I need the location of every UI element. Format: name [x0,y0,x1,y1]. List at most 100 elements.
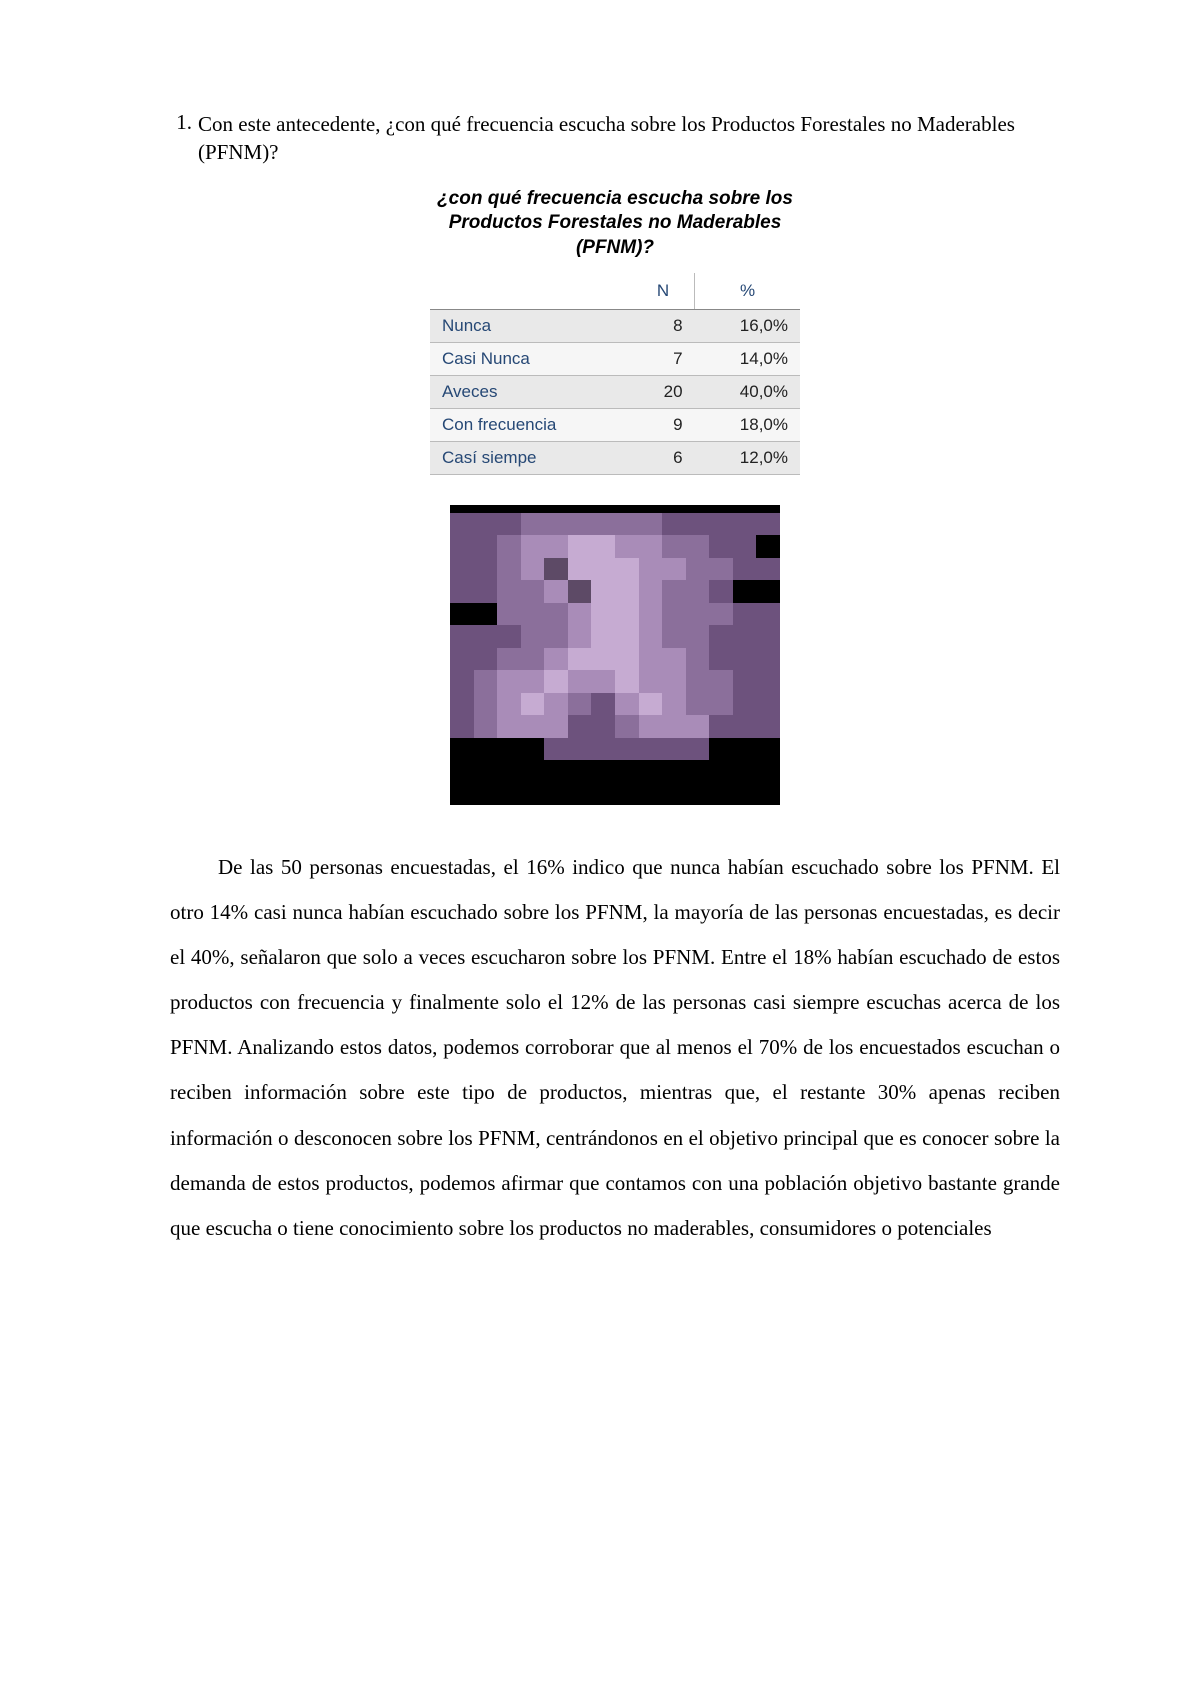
pixel [639,738,663,761]
pie-chart-image [450,505,780,805]
pixel [474,580,498,603]
question-block: 1. Con este antecedente, ¿con qué frecue… [170,110,1060,167]
pixel [497,738,521,761]
pixel [756,648,780,671]
pixel [450,558,474,581]
pixel [756,738,780,761]
row-pct: 18,0% [695,408,800,441]
pixel [709,558,733,581]
table-row: Casí siempe612,0% [430,441,800,474]
pixel [756,670,780,693]
row-n: 20 [632,375,695,408]
pixel [662,535,686,558]
table-row: Nunca816,0% [430,309,800,342]
pixel [686,738,710,761]
pixel [568,603,592,626]
pixel [450,670,474,693]
table-row: Casi Nunca714,0% [430,342,800,375]
pixel [497,603,521,626]
pixel [497,580,521,603]
pixel [733,715,757,738]
table-caption: ¿con qué frecuencia escucha sobre los Pr… [425,187,805,261]
pixel-grid [450,513,780,783]
table-header-n: N [632,273,695,310]
row-n: 7 [632,342,695,375]
pixel [662,760,686,783]
pixel [756,625,780,648]
pixel [521,513,545,536]
pixel [686,693,710,716]
pixel [521,670,545,693]
pixel [733,625,757,648]
pixel [756,603,780,626]
pixel [733,558,757,581]
pixel [662,738,686,761]
pixel [497,715,521,738]
pixel [521,535,545,558]
pixel [474,715,498,738]
pixel [474,603,498,626]
pixel [733,580,757,603]
pixel [686,715,710,738]
pixel [568,580,592,603]
row-label: Con frecuencia [430,408,632,441]
pixel [450,648,474,671]
pixel [568,760,592,783]
pixel [662,670,686,693]
pixel [686,513,710,536]
pixel [474,513,498,536]
pixel [450,715,474,738]
pixel [521,693,545,716]
table-header-row: N % [430,273,800,310]
pixel [733,738,757,761]
pixel [544,693,568,716]
pixel [756,535,780,558]
pixel [756,693,780,716]
row-label: Casi Nunca [430,342,632,375]
table-row: Aveces2040,0% [430,375,800,408]
pixel [709,603,733,626]
pixel [662,625,686,648]
pixel [615,648,639,671]
pixel [497,535,521,558]
pixel [544,513,568,536]
table-header-pct: % [695,273,800,310]
pixel [497,693,521,716]
row-pct: 12,0% [695,441,800,474]
row-pct: 40,0% [695,375,800,408]
pixel [544,625,568,648]
pixel [591,580,615,603]
pixel [497,625,521,648]
pixel [450,738,474,761]
pixel [521,760,545,783]
pixel [591,625,615,648]
pixel [686,535,710,558]
pixel [709,625,733,648]
pixel [450,760,474,783]
pixel [639,603,663,626]
row-label: Nunca [430,309,632,342]
pixel [756,580,780,603]
frequency-table: N % Nunca816,0%Casi Nunca714,0%Aveces204… [430,273,800,475]
pixel [615,693,639,716]
pixel [474,625,498,648]
pixel [544,715,568,738]
pixel [521,648,545,671]
pixel [497,648,521,671]
pixel [568,670,592,693]
row-label: Casí siempe [430,441,632,474]
row-n: 6 [632,441,695,474]
pixel [639,580,663,603]
pixel [474,670,498,693]
pixel [521,558,545,581]
pixel [450,693,474,716]
pixel [591,738,615,761]
table-row: Con frecuencia918,0% [430,408,800,441]
pixel [450,625,474,648]
pixel [686,648,710,671]
pixel [544,603,568,626]
pixel [709,715,733,738]
pixel [521,738,545,761]
pixel [568,513,592,536]
pixel [591,603,615,626]
